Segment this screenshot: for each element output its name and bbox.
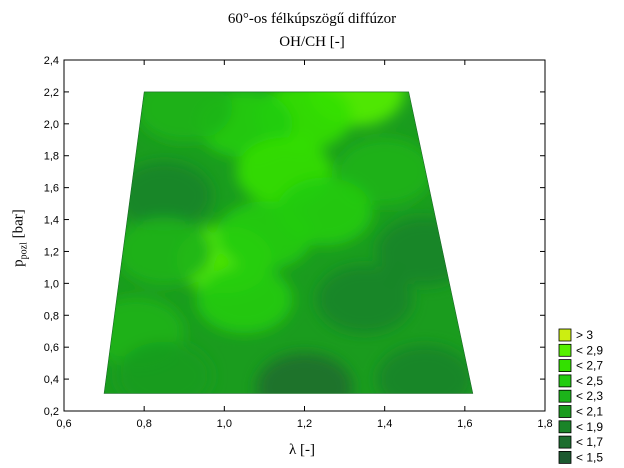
- legend-label: < 1,5: [576, 450, 603, 464]
- contour-sample: [196, 265, 293, 334]
- contour-blobs: [104, 91, 473, 394]
- contour-field: [104, 91, 473, 394]
- y-tick-label: 1,4: [44, 215, 59, 227]
- legend-label: < 1,9: [576, 420, 603, 434]
- legend-label: < 2,7: [576, 359, 603, 373]
- y-tick-label: 1,8: [44, 151, 59, 163]
- x-tick-label: 1,8: [537, 418, 552, 430]
- contour-sample: [116, 161, 213, 230]
- chart-title: 60°-os félkúpszögű diffúzor: [227, 11, 397, 27]
- x-tick-label: 1,0: [217, 418, 232, 430]
- contour-sample: [376, 217, 473, 286]
- legend-label: < 2,5: [576, 374, 603, 388]
- x-tick-label: 1,4: [377, 418, 392, 430]
- legend-swatch: [558, 450, 572, 464]
- legend-swatch: [558, 359, 572, 373]
- legend-swatch: [558, 420, 572, 434]
- x-tick-label: 0,8: [137, 418, 152, 430]
- y-tick-label: 2,0: [44, 119, 59, 131]
- contour-sample: [116, 341, 213, 394]
- legend-swatch: [558, 405, 572, 418]
- legend: > 3< 2,9 < 2,7< 2,5< 2,3 < 2,1< 1,9< 1,7< …: [558, 328, 603, 464]
- y-tick-label: 0,2: [44, 406, 59, 418]
- legend-swatch: [558, 328, 572, 342]
- legend-label: < 2,1: [576, 405, 603, 419]
- contour-sample: [216, 201, 313, 270]
- legend-swatch: [558, 374, 572, 388]
- legend-label: < 2,3: [576, 389, 603, 403]
- legend-label: < 1,7: [576, 435, 603, 449]
- contour-sample: [256, 353, 353, 394]
- contour-sample: [316, 265, 413, 334]
- y-tick-label: 2,2: [44, 87, 59, 99]
- y-tick-label: 0,8: [44, 310, 59, 322]
- contour-sample: [376, 345, 473, 394]
- x-tick-label: 1,6: [457, 418, 472, 430]
- x-axis-label: λ [-]: [288, 442, 315, 458]
- legend-swatch: [558, 389, 572, 403]
- contour-sample: [136, 91, 233, 142]
- legend-swatch: [558, 435, 572, 449]
- chart-subtitle: OH/CH [-]: [279, 34, 345, 50]
- contour-sample: [336, 137, 433, 206]
- y-tick-label: 2,4: [44, 55, 59, 67]
- legend-label: < 2,9: [576, 343, 603, 357]
- y-tick-label: 1,6: [44, 183, 59, 195]
- x-tick-label: 1,2: [297, 418, 312, 430]
- contour-sample: [116, 217, 213, 286]
- y-tick-label: 1,0: [44, 278, 59, 290]
- legend-swatch: [558, 343, 572, 357]
- legend-label: > 3: [576, 328, 593, 342]
- y-tick-label: 1,2: [44, 246, 59, 258]
- x-tick-label: 0,6: [56, 418, 71, 430]
- y-tick-label: 0,4: [44, 374, 59, 386]
- y-tick-label: 0,6: [44, 342, 59, 354]
- domain-outline: [103, 91, 474, 394]
